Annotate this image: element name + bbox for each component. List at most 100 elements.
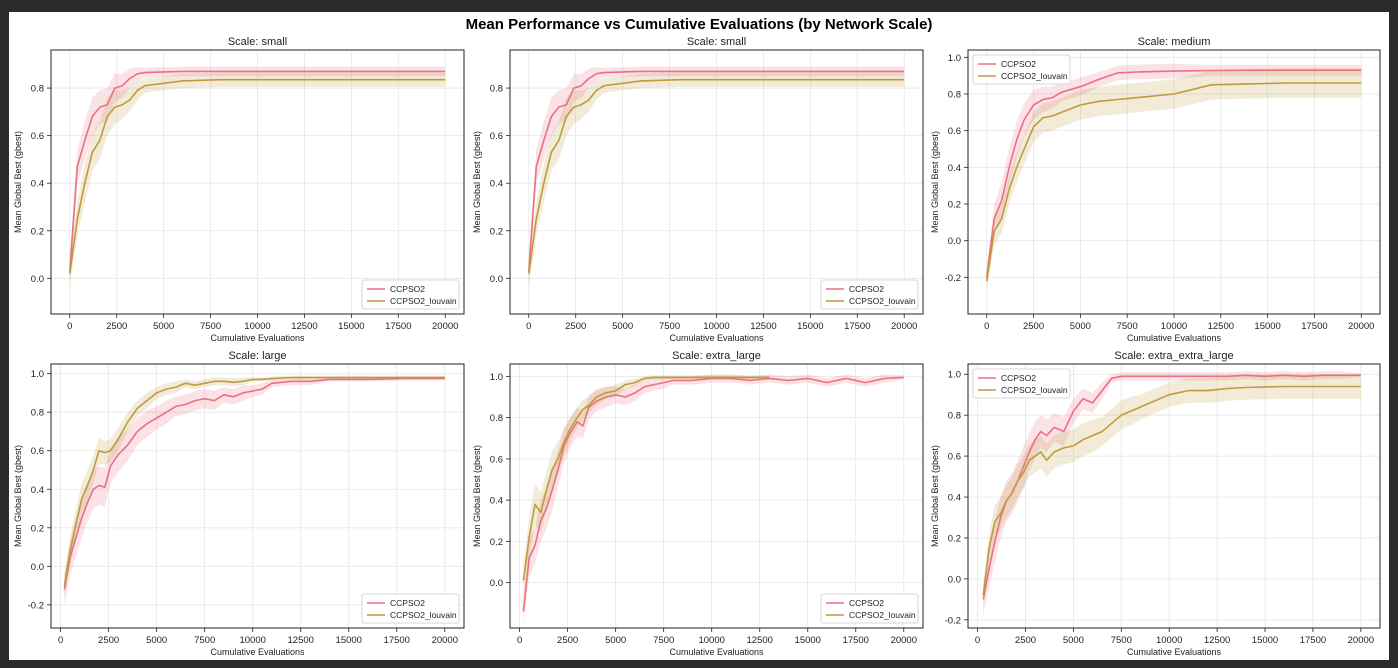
legend-label-CCPSO2: CCPSO2 <box>390 284 425 294</box>
x-tick-label: 2500 <box>1015 635 1036 646</box>
legend-label-CCPSO2: CCPSO2 <box>1001 59 1036 69</box>
y-tick-label: 0.2 <box>31 523 44 534</box>
y-tick-label: 0.0 <box>948 236 961 247</box>
legend-box <box>820 279 919 310</box>
x-tick-label: 15000 <box>795 635 821 646</box>
y-tick-label: 0.8 <box>490 413 503 424</box>
subplot-1: 0 2500 5000 7500 10000 12500 15000 17500 20000 0.… <box>13 36 465 343</box>
legend: CCPSO2 CCPSO2_louvain <box>972 368 1071 399</box>
x-tick-label: 17500 <box>384 635 410 646</box>
line-CCPSO2 <box>522 376 904 612</box>
legend-label-CCPSO2_louvain: CCPSO2_louvain <box>1001 385 1068 395</box>
x-tick-label: 15000 <box>336 635 362 646</box>
y-tick-label: -0.2 <box>945 615 961 626</box>
x-tick-label: 17500 <box>843 635 869 646</box>
subplots-canvas: 0 2500 5000 7500 10000 12500 15000 17500 20000 0.… <box>13 36 1381 657</box>
y-axis-label: Mean Global Best (gbest) <box>930 445 940 547</box>
legend-label-CCPSO2_louvain: CCPSO2_louvain <box>849 610 916 620</box>
axes-frame <box>509 363 924 629</box>
subplot-title: Scale: small <box>228 36 287 48</box>
y-tick-label: 0.8 <box>948 411 961 422</box>
x-tick-label: 7500 <box>200 321 221 332</box>
line-CCPSO2_louvain <box>69 78 446 274</box>
x-tick-label: 17500 <box>1300 635 1326 646</box>
x-tick-label: 7500 <box>1111 635 1132 646</box>
x-tick-label: 7500 <box>653 635 674 646</box>
y-tick-label: 0.6 <box>31 131 44 142</box>
subplot-title: Scale: extra_large <box>672 350 761 362</box>
x-tick-label: 2500 <box>565 321 586 332</box>
x-tick-label: 5000 <box>1070 321 1091 332</box>
axes-frame <box>967 363 1381 629</box>
x-tick-label: 10000 <box>244 321 270 332</box>
x-tick-label: 12500 <box>747 635 773 646</box>
y-tick-label: 0.2 <box>948 533 961 544</box>
x-axis-label: Cumulative Evaluations <box>669 647 764 657</box>
x-tick-label: 17500 <box>385 321 411 332</box>
legend-label-CCPSO2_louvain: CCPSO2_louvain <box>390 296 457 306</box>
y-tick-label: 0.4 <box>490 179 503 190</box>
line-CCPSO2_louvain <box>63 376 445 586</box>
legend: CCPSO2 CCPSO2_louvain <box>972 54 1071 85</box>
band-CCPSO2 <box>64 376 445 605</box>
band-CCPSO2_louvain <box>64 375 445 598</box>
y-tick-label: -0.2 <box>28 600 44 611</box>
x-tick-label: 2500 <box>106 321 127 332</box>
y-tick-label: 1.0 <box>948 370 961 381</box>
subplot-2: 0 2500 5000 7500 10000 12500 15000 17500 20000 0.… <box>472 36 924 343</box>
x-tick-label: 10000 <box>239 635 265 646</box>
band-CCPSO2 <box>69 66 446 286</box>
legend: CCPSO2 CCPSO2_louvain <box>361 279 460 310</box>
x-tick-label: 2500 <box>557 635 578 646</box>
legend-box <box>361 279 460 310</box>
x-tick-label: 20000 <box>1348 321 1374 332</box>
x-tick-label: 0 <box>517 635 522 646</box>
line-CCPSO2 <box>985 69 1362 278</box>
x-tick-label: 12500 <box>288 635 314 646</box>
y-tick-label: 0.6 <box>490 454 503 465</box>
y-axis-label: Mean Global Best (gbest) <box>13 131 23 233</box>
x-axis-label: Cumulative Evaluations <box>1127 333 1222 343</box>
x-tick-label: 10000 <box>703 321 729 332</box>
x-tick-label: 2500 <box>1023 321 1044 332</box>
band-CCPSO2_louvain <box>523 375 770 598</box>
x-tick-label: 5000 <box>612 321 633 332</box>
y-tick-label: 0.2 <box>490 226 503 237</box>
x-tick-label: 15000 <box>1254 321 1280 332</box>
legend-label-CCPSO2_louvain: CCPSO2_louvain <box>1001 71 1068 81</box>
legend-label-CCPSO2_louvain: CCPSO2_louvain <box>390 610 457 620</box>
subplot-6: 0 2500 5000 7500 10000 12500 15000 17500 20000 -0… <box>930 350 1381 657</box>
subplot-title: Scale: extra_extra_large <box>1114 350 1233 362</box>
x-tick-label: 5000 <box>153 321 174 332</box>
x-tick-label: 0 <box>984 321 989 332</box>
y-tick-label: 0.0 <box>31 274 44 285</box>
y-tick-label: 0.0 <box>490 578 503 589</box>
x-tick-label: 12500 <box>1208 321 1234 332</box>
legend-label-CCPSO2: CCPSO2 <box>849 598 884 608</box>
x-axis-label: Cumulative Evaluations <box>669 333 764 343</box>
legend: CCPSO2 CCPSO2_louvain <box>820 593 919 624</box>
x-tick-label: 12500 <box>1204 635 1230 646</box>
x-tick-label: 10000 <box>1161 321 1187 332</box>
subplot-5: 0 2500 5000 7500 10000 12500 15000 17500 20000 0.… <box>472 350 924 657</box>
y-tick-label: 0.8 <box>31 408 44 419</box>
y-tick-label: 0.0 <box>31 562 44 573</box>
line-CCPSO2_louvain <box>985 82 1362 282</box>
legend-label-CCPSO2: CCPSO2 <box>1001 373 1036 383</box>
x-tick-label: 17500 <box>1301 321 1327 332</box>
x-tick-label: 12500 <box>291 321 317 332</box>
y-axis-label: Mean Global Best (gbest) <box>13 445 23 547</box>
y-tick-label: 0.4 <box>31 179 44 190</box>
x-tick-label: 2500 <box>98 635 119 646</box>
y-tick-label: 0.4 <box>948 493 961 504</box>
x-tick-label: 15000 <box>797 321 823 332</box>
line-CCPSO2 <box>528 70 905 272</box>
x-tick-label: 7500 <box>1117 321 1138 332</box>
y-tick-label: 0.0 <box>948 574 961 585</box>
x-tick-label: 0 <box>975 635 980 646</box>
x-tick-label: 20000 <box>432 635 458 646</box>
subplot-title: Scale: large <box>228 350 286 362</box>
x-tick-label: 12500 <box>750 321 776 332</box>
x-tick-label: 20000 <box>1348 635 1374 646</box>
x-tick-label: 15000 <box>338 321 364 332</box>
